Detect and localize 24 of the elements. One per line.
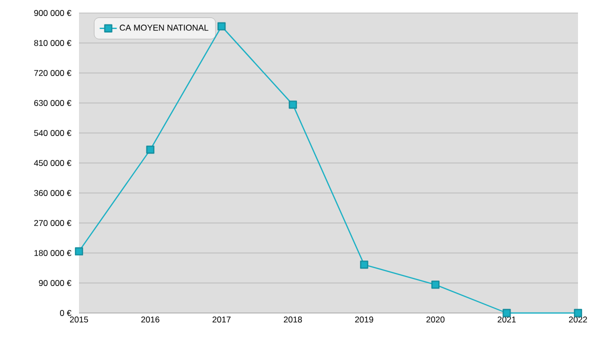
y-tick-label: 630 000 €: [34, 100, 72, 106]
y-tick-label: 810 000 €: [34, 40, 72, 46]
x-tick-label: 2016: [141, 316, 160, 323]
legend-label: CA MOYEN NATIONAL: [120, 24, 208, 31]
x-tick-label: 2015: [70, 316, 88, 323]
point: [431, 280, 440, 289]
point: [217, 22, 226, 30]
point: [146, 146, 154, 154]
y-tick-label: 270 000 €: [34, 220, 72, 226]
x-tick-label: 2018: [284, 316, 302, 323]
y-tick-label: 90 000 €: [38, 280, 72, 286]
y-tick-label: 540 000 €: [34, 130, 72, 136]
x-tick-label: 2017: [212, 316, 231, 323]
x-tick-label: 2020: [426, 316, 445, 323]
y-tick-label: 180 000 €: [34, 250, 72, 256]
y-tick-label: 450 000 €: [34, 160, 72, 166]
y-tick-label: 0 €: [60, 310, 72, 316]
y-tick-label: 360 000 €: [34, 190, 72, 196]
y-tick-label: 900 000 €: [34, 10, 72, 16]
y-tick-label: 720 000 €: [34, 70, 72, 76]
point: [360, 260, 368, 269]
x-tick-label: 2019: [355, 316, 374, 323]
point: [288, 100, 297, 109]
point: [74, 247, 84, 256]
